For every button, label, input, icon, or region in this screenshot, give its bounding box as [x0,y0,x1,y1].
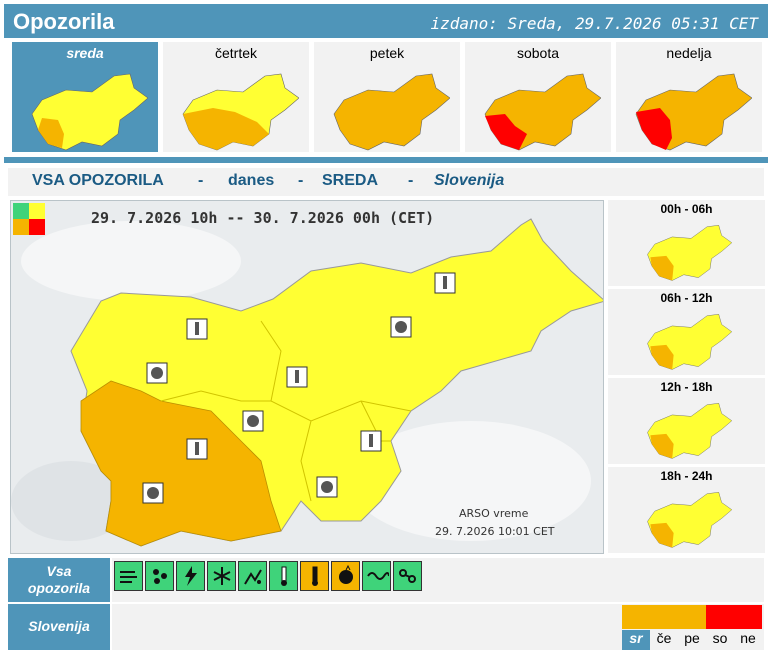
hazard-fog[interactable] [362,561,391,591]
day-level-so [706,605,734,629]
slovenia-map-thumb [647,403,733,459]
all-warnings-label-line1: Vsa [46,563,72,579]
main-warning-map: 29. 7.2026 10h -- 30. 7.2026 00h (CET) A… [10,200,604,554]
warning-banner: VSA OPOZORILA - danes - SREDA - Slovenij… [8,168,764,196]
banner-day: SREDA [322,172,379,189]
low-temperature-icon [281,566,287,586]
snow-icon [213,567,231,585]
legend-green [13,203,29,219]
map-credit-date: 29. 7.2026 10:01 CET [435,525,555,538]
day-tab-label: petek [369,45,405,61]
hazard-thunderstorm[interactable] [176,561,205,591]
hazard-snow[interactable] [207,561,236,591]
rain-icon [153,569,167,584]
hour-label: 12h - 18h [660,380,713,394]
day-level-sr [622,605,650,629]
slovenia-map-thumb [484,73,601,151]
slovenia-map-thumb [31,73,148,151]
hazard-wind[interactable] [114,561,143,591]
day-level-ne [734,605,762,629]
all-warnings-label-line2: opozorila [27,580,91,596]
map-marker-icons [142,272,456,504]
day-tab-petek[interactable]: petek [314,42,460,152]
slovenia-map-thumb [647,314,733,370]
forecast-period: 29. 7.2026 10h -- 30. 7.2026 00h (CET) [91,209,435,227]
high-temperature-icon [312,566,318,586]
page-title: Opozorila [13,9,115,34]
slovenia-main-map [11,201,603,553]
slovenia-map-thumb [647,492,733,548]
banner-sep: - [298,172,304,189]
section-divider [4,157,768,163]
day-short-pe[interactable]: pe [684,630,700,646]
day-tab-label: sreda [66,45,104,61]
snow-ice-icon [244,569,262,585]
all-warnings-label: Vsa opozorila [8,558,110,602]
day-short-sr[interactable]: sr [622,630,650,650]
day-tab-sobota[interactable]: sobota [465,42,611,152]
region-label: Slovenija [8,604,110,650]
day-tab-cetrtek[interactable]: četrtek [163,42,309,152]
day-short-ce[interactable]: če [656,630,672,646]
day-level-ce [650,605,678,629]
hour-map-00-06[interactable]: 00h - 06h [608,200,765,286]
legend-orange [13,219,29,235]
slovenia-map-thumb [333,73,450,151]
hazard-fire-risk[interactable] [331,561,360,591]
banner-region: Slovenija [434,172,505,189]
header-bar: Opozorila izdano: Sreda, 29.7.2026 05:31… [4,4,768,38]
hazard-high-temperature[interactable] [300,561,329,591]
hour-label: 00h - 06h [660,202,713,216]
day-tab-sreda[interactable]: sreda [12,42,158,152]
fog-icon [367,572,389,580]
day-selector: sreda četrtek petek sobota nedelja [4,38,768,156]
hour-map-18-24[interactable]: 18h - 24h [608,467,765,553]
slovenia-map-thumb [635,73,752,151]
hazard-snow-ice[interactable] [238,561,267,591]
hour-label: 18h - 24h [660,469,713,483]
banner-sep: - [198,172,204,189]
thunderstorm-icon [185,566,197,586]
day-level-pe [678,605,706,629]
day-short-ne[interactable]: ne [740,630,756,646]
day-tab-nedelja[interactable]: nedelja [616,42,762,152]
hazard-coastal[interactable] [393,561,422,591]
hour-map-06-12[interactable]: 06h - 12h [608,289,765,375]
hourly-maps: 00h - 06h 06h - 12h 12h - 18h 18h - 24h [608,200,765,554]
hazard-low-temperature[interactable] [269,561,298,591]
banner-all: VSA OPOZORILA [32,172,164,189]
day-tab-label: četrtek [214,45,257,61]
day-tab-label: nedelja [666,45,712,61]
coastal-icon [399,569,416,583]
hazard-rain[interactable] [145,561,174,591]
day-tab-label: sobota [516,45,560,61]
slovenia-map-thumb [182,73,299,151]
hour-map-12-18[interactable]: 12h - 18h [608,378,765,464]
issued-timestamp: izdano: Sreda, 29.7.2026 05:31 CET [430,14,758,33]
legend-red [29,219,45,235]
banner-today: danes [228,172,275,189]
day-short-so[interactable]: so [712,630,728,646]
legend-yellow [29,203,45,219]
banner-sep: - [408,172,414,189]
hour-label: 06h - 12h [660,291,713,305]
fire-risk-icon [339,564,353,584]
map-credit: ARSO vreme [459,507,529,520]
wind-icon [120,571,137,583]
slovenia-map-thumb [647,225,733,281]
